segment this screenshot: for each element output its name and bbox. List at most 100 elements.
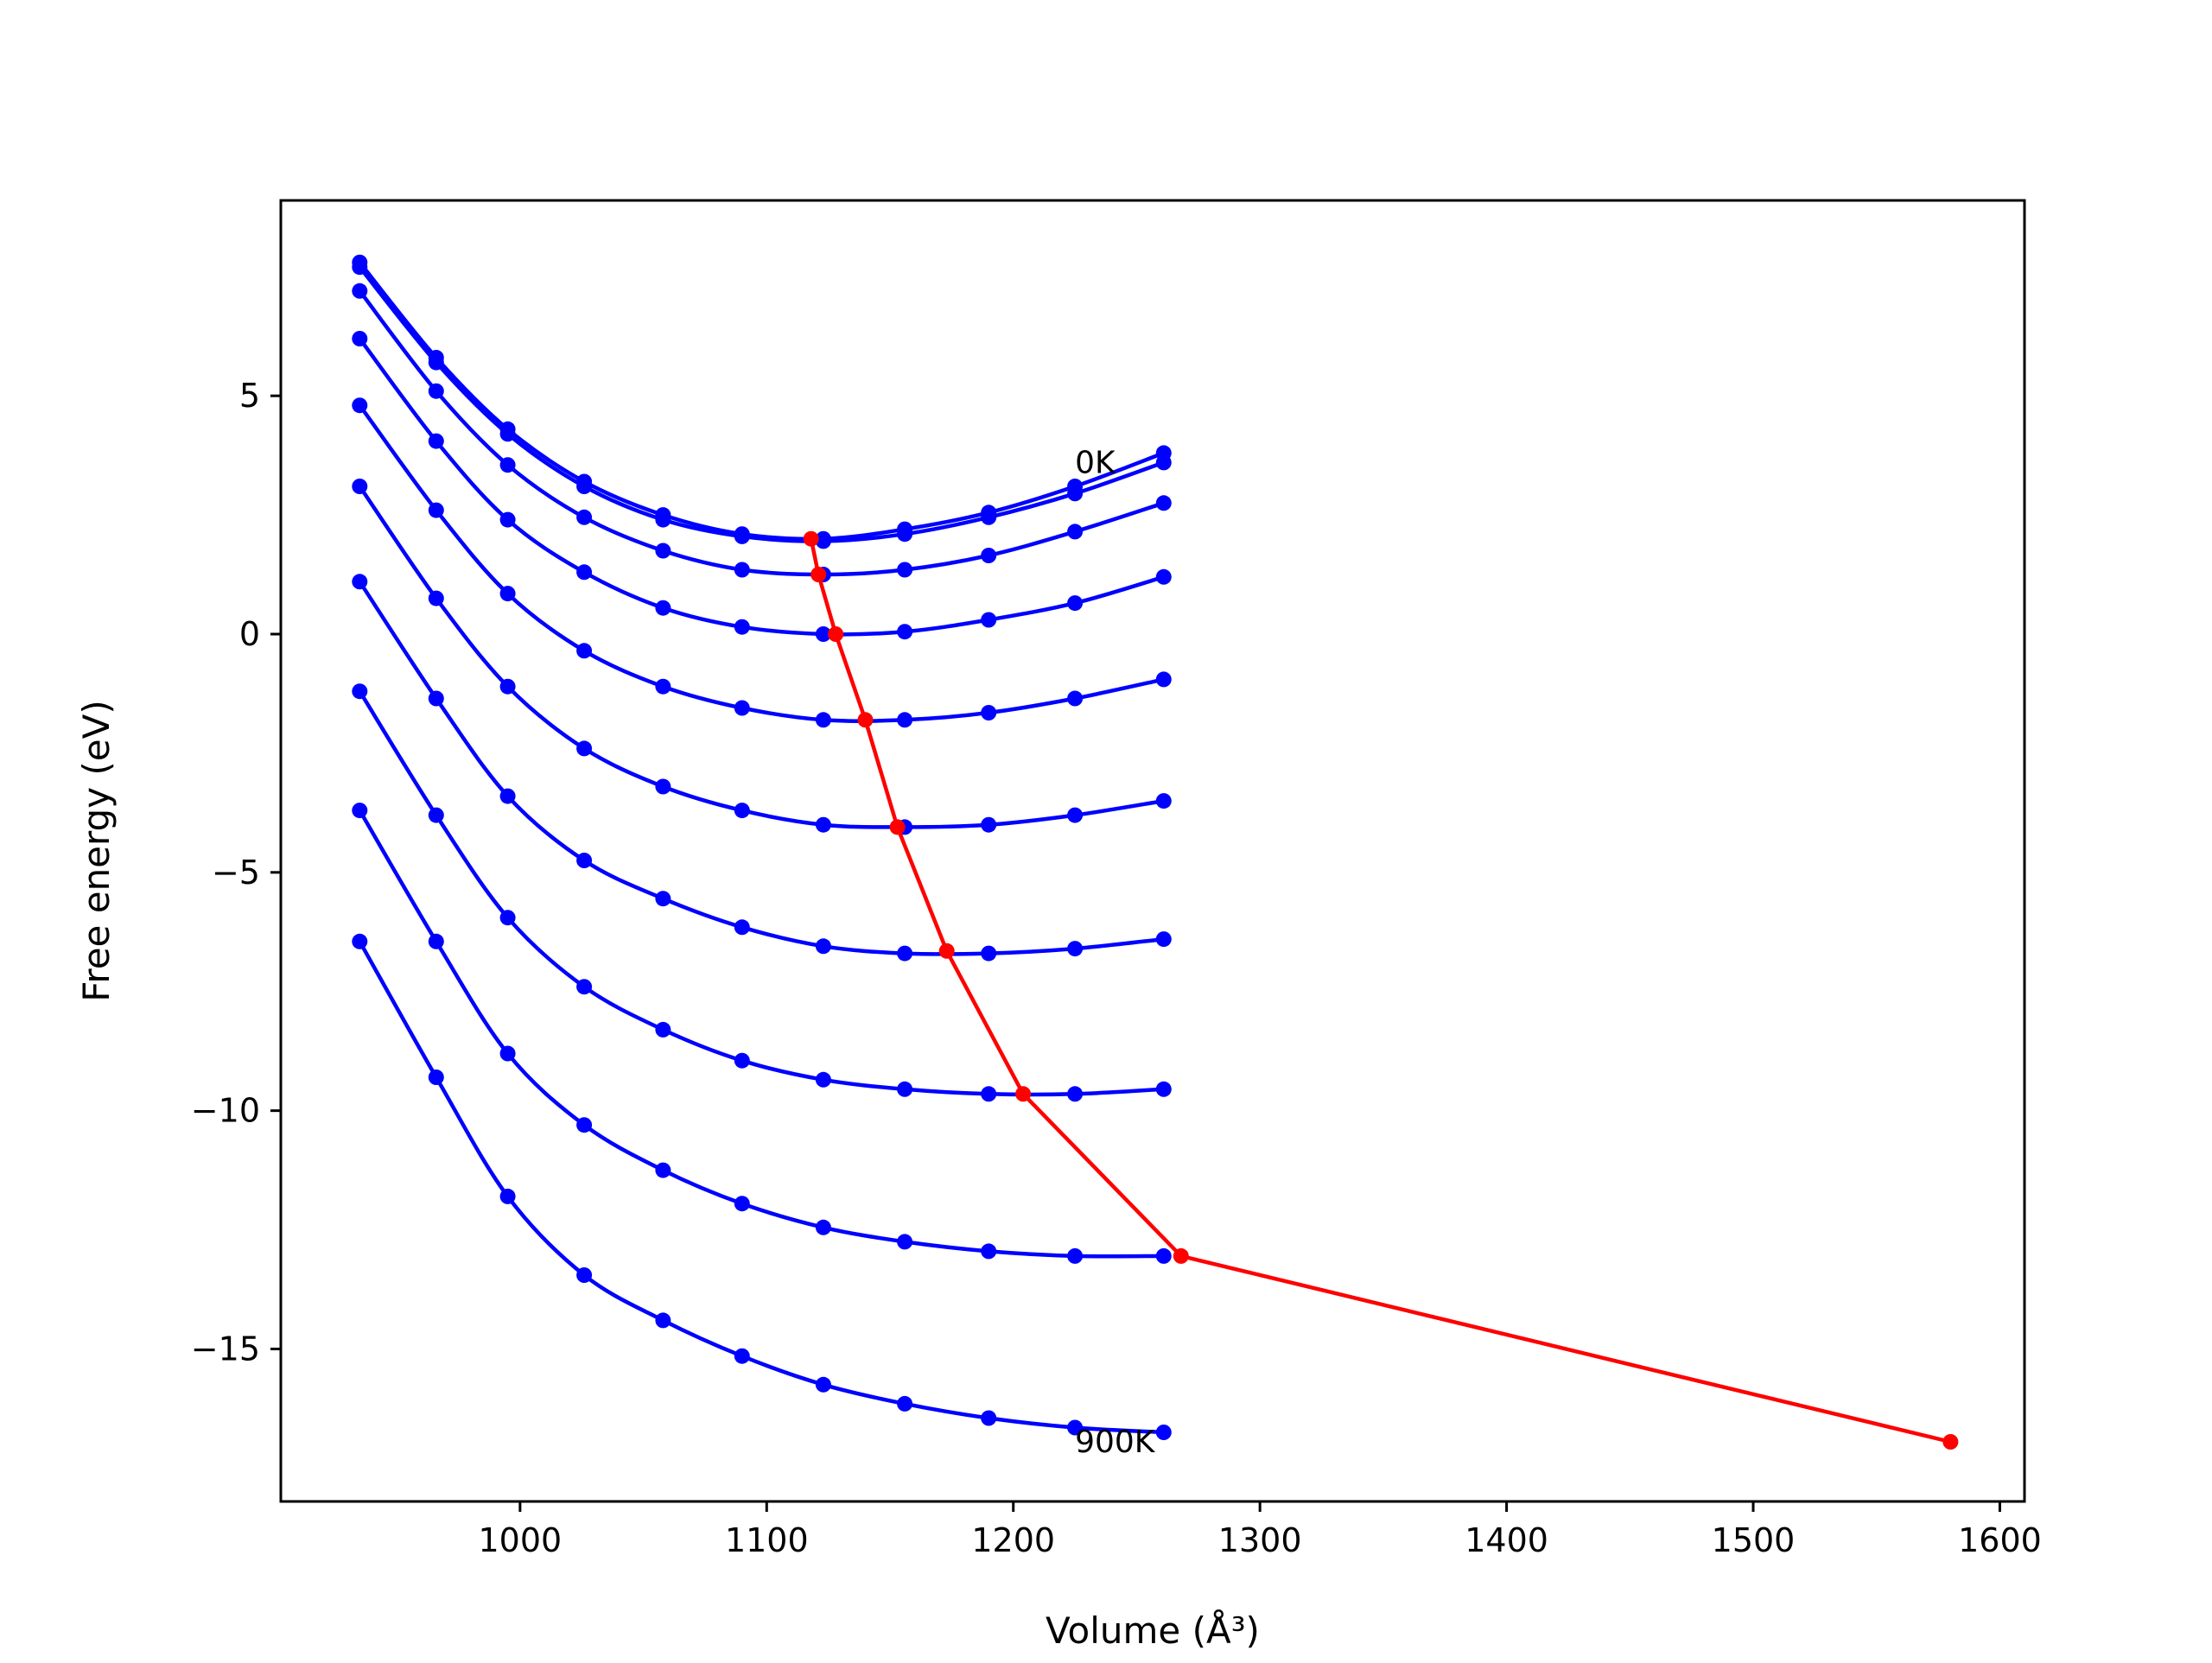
x-axis-label: Volume (Å³) — [1046, 1609, 1260, 1652]
series-3-point-8 — [981, 612, 997, 628]
annotations-layer: 0K 900K — [1075, 445, 1156, 1460]
series-9-point-8 — [981, 1410, 997, 1426]
series-5-point-10 — [1155, 793, 1172, 809]
series-2-point-1 — [428, 383, 444, 399]
series-9-point-6 — [815, 1376, 831, 1393]
series-2-point-2 — [499, 457, 516, 473]
series-8-point-5 — [734, 1196, 750, 1212]
series-8-point-9 — [1067, 1247, 1084, 1264]
x-tick-label: 1000 — [479, 1521, 563, 1559]
series-6-point-8 — [981, 945, 997, 962]
equilibrium-point-7 — [1173, 1247, 1189, 1264]
series-5-point-0 — [352, 479, 368, 494]
series-3-point-4 — [655, 600, 671, 616]
series-5-point-2 — [499, 678, 516, 695]
series-7-point-3 — [576, 979, 593, 995]
series-3-point-10 — [1155, 568, 1172, 585]
equilibrium-layer — [803, 530, 1959, 1450]
series-5-point-4 — [655, 778, 671, 795]
series-2-point-7 — [897, 562, 913, 578]
series-6-point-3 — [576, 853, 593, 868]
series-6-point-2 — [499, 788, 516, 804]
series-9-point-5 — [734, 1348, 750, 1364]
series-line-2 — [358, 289, 1165, 577]
series-1-point-2 — [499, 426, 516, 442]
series-line-6 — [358, 581, 1165, 956]
series-8-point-7 — [897, 1234, 913, 1250]
series-9-point-0 — [352, 933, 368, 949]
equilibrium-point-3 — [857, 712, 874, 728]
series-7-point-4 — [655, 1021, 671, 1038]
series-2-point-8 — [981, 548, 997, 563]
series-8-point-8 — [981, 1243, 997, 1260]
series-5-point-3 — [576, 740, 593, 757]
series-8-point-2 — [499, 1045, 516, 1062]
series-7-point-6 — [815, 1071, 831, 1088]
series-4-point-9 — [1067, 690, 1084, 707]
series-3-point-1 — [428, 433, 444, 449]
series-6-point-1 — [428, 690, 444, 707]
x-tick-label: 1500 — [1712, 1521, 1796, 1559]
series-line-0 — [358, 261, 1165, 542]
series-9-point-7 — [897, 1395, 913, 1412]
series-6-point-6 — [815, 938, 831, 955]
series-5-point-6 — [815, 816, 831, 833]
series-6-point-9 — [1067, 941, 1084, 957]
series-1-point-1 — [428, 354, 444, 371]
series-4-point-1 — [428, 502, 444, 518]
series-line-5 — [358, 485, 1165, 829]
series-8-point-4 — [655, 1162, 671, 1178]
annotation-label: 900K — [1075, 1425, 1156, 1460]
y-axis-label: Free energy (eV) — [75, 700, 118, 1002]
series-2-point-10 — [1155, 495, 1172, 511]
series-9-point-10 — [1155, 1425, 1172, 1440]
series-1-point-7 — [897, 526, 913, 543]
series-4-point-2 — [499, 586, 516, 602]
series-line-8 — [358, 809, 1164, 1259]
series-1-point-4 — [655, 511, 671, 528]
series-1-point-0 — [352, 259, 368, 276]
series-7-point-0 — [352, 683, 368, 700]
series-1-point-9 — [1067, 486, 1084, 502]
series-1-point-8 — [981, 509, 997, 525]
series-line-7 — [358, 690, 1164, 1097]
equilibrium-point-5 — [938, 943, 955, 959]
series-8-point-10 — [1155, 1247, 1172, 1264]
equilibrium-point-0 — [803, 530, 819, 547]
series-4-point-10 — [1155, 671, 1172, 688]
series-2-point-4 — [655, 543, 671, 559]
series-1-point-10 — [1155, 454, 1172, 471]
series-6-point-10 — [1155, 931, 1172, 948]
series-8-point-1 — [428, 933, 444, 949]
curves-layer — [352, 254, 1172, 1440]
series-7-point-10 — [1155, 1081, 1172, 1097]
series-5-point-1 — [428, 590, 444, 606]
x-tick-label: 1400 — [1465, 1521, 1548, 1559]
series-9-point-2 — [499, 1188, 516, 1204]
equilibrium-point-6 — [1015, 1086, 1032, 1102]
series-1-point-5 — [734, 528, 750, 544]
series-7-point-9 — [1067, 1086, 1084, 1102]
series-line-3 — [358, 337, 1165, 637]
annotation-label: 0K — [1075, 445, 1116, 480]
series-2-point-0 — [352, 282, 368, 299]
series-3-point-6 — [815, 626, 831, 642]
series-9-point-4 — [655, 1312, 671, 1329]
series-4-point-3 — [576, 643, 593, 659]
equilibrium-point-1 — [810, 567, 827, 582]
series-8-point-3 — [576, 1117, 593, 1133]
series-1-point-3 — [576, 479, 593, 494]
x-tick-label: 1100 — [725, 1521, 809, 1559]
series-8-point-6 — [815, 1219, 831, 1235]
y-tick-label: −15 — [191, 1330, 260, 1368]
series-2-point-9 — [1067, 524, 1084, 540]
series-5-point-9 — [1067, 807, 1084, 823]
series-3-point-5 — [734, 619, 750, 635]
series-7-point-1 — [428, 807, 444, 823]
series-7-point-5 — [734, 1052, 750, 1069]
series-6-point-0 — [352, 574, 368, 590]
equilibrium-point-4 — [889, 819, 906, 835]
series-line-9 — [358, 940, 1164, 1435]
